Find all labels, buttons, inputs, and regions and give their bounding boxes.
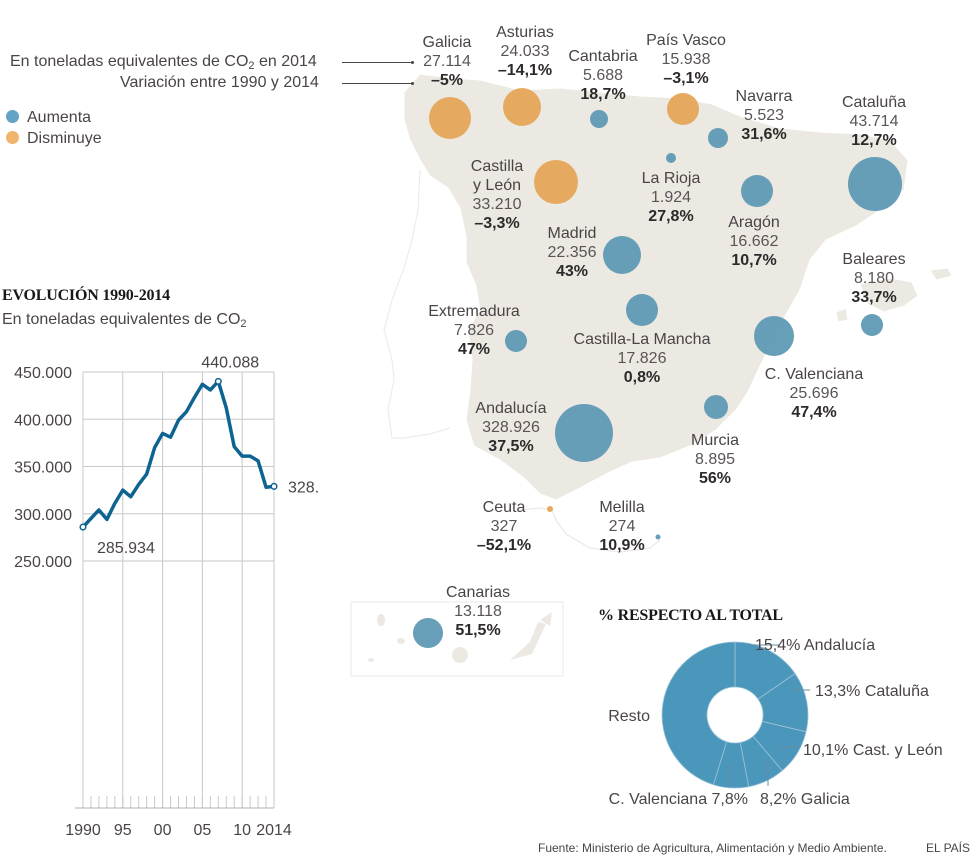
donut-label: Resto (608, 708, 650, 725)
bubble-asturias (503, 88, 541, 126)
ibiza-shape (835, 307, 849, 323)
label-madrid: Madrid 22.356 43% (547, 225, 597, 280)
evolution-title: EVOLUCIÓN 1990-2014 (2, 287, 170, 304)
label-navarra: Navarra 5.523 31,6% (735, 88, 793, 143)
map-land (403, 73, 953, 501)
label-asturias: Asturias 24.033 –14,1% (496, 24, 554, 79)
x-tick-label: 10 (233, 822, 251, 839)
bubble-baleares (861, 314, 883, 336)
label-andalucia: Andalucía 328.926 37,5% (475, 400, 547, 455)
emissions-series-line (81, 379, 276, 529)
label-pais-vasco: País Vasco 15.938 –3,1% (646, 32, 726, 87)
annotated-point (79, 523, 87, 531)
bubble-la-rioja (666, 153, 676, 163)
bubble-castilla-la-mancha (626, 294, 658, 326)
bubble-c-valenciana (754, 316, 794, 356)
data-label: 285.934 (97, 540, 155, 557)
label-cataluna: Cataluña 43.714 12,7% (841, 94, 907, 149)
decrease-dot-icon (6, 131, 19, 144)
tonnes-arrow (342, 61, 414, 64)
y-tick-label: 300.000 (14, 507, 72, 524)
share-donut-chart: 15,4% Andalucía 13,3% Cataluña 10,1% Cast.… (608, 637, 943, 808)
bubble-país-vasco (667, 93, 699, 125)
annotated-point (214, 377, 222, 385)
label-canarias: Canarias 13.118 51,5% (445, 584, 511, 639)
x-tick-label: 05 (193, 822, 211, 839)
evolution-subtitle: En toneladas equivalentes de CO2 (2, 311, 247, 330)
bubble-canarias (413, 618, 443, 648)
bubble-castilla-y-león (534, 160, 578, 204)
brand-logo: EL PAÍS (926, 841, 971, 855)
donut-label: 10,1% Cast. y León (803, 742, 943, 759)
share-title: % RESPECTO AL TOTAL (598, 607, 783, 624)
donut-label: 13,3% Cataluña (815, 683, 929, 700)
x-tick-label: 2014 (256, 822, 292, 839)
label-castilla-leon: Castilla y León 33.210 –3,3% (470, 158, 524, 232)
bubble-cantabria (590, 110, 608, 128)
y-tick-label: 250.000 (14, 554, 72, 571)
bubble-murcia (704, 395, 728, 419)
canarias-islands (368, 612, 552, 663)
variation-arrow (342, 82, 414, 85)
spain-mainland-shape (403, 73, 909, 501)
label-castilla-la-mancha: Castilla-La Mancha 17.826 0,8% (573, 331, 711, 386)
label-c-valenciana: C. Valenciana 25.696 47,4% (764, 366, 864, 421)
legend-increase: Aumenta (6, 109, 91, 127)
bubble-aragón (741, 175, 773, 207)
increase-dot-icon (6, 110, 19, 123)
legend-tonnes-label: En toneladas equivalentes de CO2 en 2014 (10, 53, 317, 72)
bubble-andalucía (555, 404, 613, 462)
label-extremadura: Extremadura 7.826 47% (428, 303, 520, 358)
source-note: Fuente: Ministerio de Agricultura, Alime… (538, 841, 887, 855)
menorca-shape (929, 267, 953, 281)
bubble-cataluña (848, 157, 902, 211)
donut-slice-resto (661, 641, 736, 786)
label-cantabria: Cantabria 5.688 18,7% (568, 48, 638, 103)
africa-coast (519, 507, 661, 553)
label-murcia: Murcia 8.895 56% (690, 432, 740, 487)
canarias-inset-frame (350, 601, 564, 677)
x-tick-label: 00 (154, 822, 172, 839)
donut-label: C. Valenciana 7,8% (609, 791, 748, 808)
label-ceuta: Ceuta 327 –52,1% (476, 499, 532, 554)
data-label: 440.088 (201, 354, 259, 371)
mallorca-shape (859, 277, 919, 313)
label-aragon: Aragón 16.662 10,7% (728, 214, 780, 269)
annotated-point (270, 482, 278, 490)
y-tick-label: 400.000 (14, 412, 72, 429)
legend-variation-label: Variación entre 1990 y 2014 (120, 74, 319, 91)
legend-decrease: Disminuye (6, 130, 102, 148)
label-galicia: Galicia 27.114 –5% (422, 34, 472, 89)
label-melilla: Melilla 274 10,9% (599, 499, 645, 554)
bubble-ceuta (547, 506, 553, 512)
bubble-extremadura (505, 330, 527, 352)
bubble-madrid (603, 236, 641, 274)
label-la-rioja: La Rioja 1.924 27,8% (641, 170, 701, 225)
bubble-galicia (429, 97, 471, 139)
bubble-navarra (708, 128, 728, 148)
x-tick-label: 1990 (65, 822, 101, 839)
portugal-outline (383, 169, 451, 439)
bubble-melilla (655, 534, 661, 540)
donut-label: 8,2% Galicia (760, 791, 850, 808)
donut-label: 15,4% Andalucía (755, 637, 875, 654)
y-tick-label: 350.000 (14, 460, 72, 477)
evolution-line-chart: 450.000 400.000 350.000 300.000 250.000 1990 9… (14, 354, 320, 839)
data-label: 328.926 (288, 479, 320, 496)
y-tick-label: 450.000 (14, 365, 72, 382)
x-tick-label: 95 (114, 822, 132, 839)
label-baleares: Baleares 8.180 33,7% (842, 251, 906, 306)
